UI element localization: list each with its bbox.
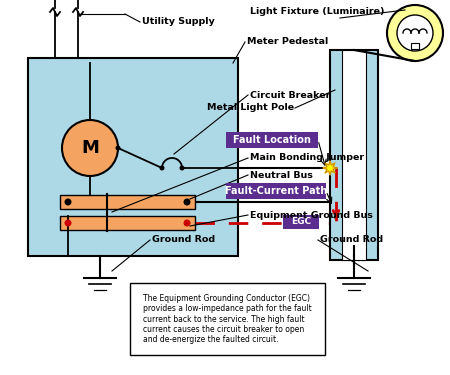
Text: Main Bonding Jumper: Main Bonding Jumper — [250, 153, 364, 162]
Text: M: M — [81, 139, 99, 157]
Text: Fault Location: Fault Location — [233, 135, 311, 145]
Circle shape — [64, 198, 72, 206]
Bar — [226, 132, 318, 148]
Bar — [411, 43, 419, 49]
Bar — [130, 283, 325, 355]
Text: Ground Rod: Ground Rod — [320, 236, 383, 244]
Bar — [283, 215, 319, 229]
Circle shape — [184, 219, 190, 226]
Bar — [226, 183, 326, 199]
Circle shape — [64, 219, 72, 226]
Bar — [60, 195, 195, 209]
Circle shape — [397, 15, 433, 51]
Circle shape — [180, 165, 184, 171]
Text: The Equipment Grounding Conductor (EGC)
provides a low-impedance path for the fa: The Equipment Grounding Conductor (EGC) … — [143, 294, 312, 344]
Text: Fault-Current Path: Fault-Current Path — [225, 186, 327, 196]
Polygon shape — [323, 161, 337, 175]
Bar — [330, 50, 378, 260]
Circle shape — [184, 198, 190, 206]
Text: Equipment Ground Bus: Equipment Ground Bus — [250, 210, 373, 219]
Bar — [28, 58, 238, 256]
Bar — [342, 50, 366, 260]
Text: Utility Supply: Utility Supply — [142, 18, 215, 27]
Circle shape — [62, 120, 118, 176]
Text: EGC: EGC — [291, 217, 311, 226]
Text: Circuit Breaker: Circuit Breaker — [250, 90, 330, 99]
Text: Neutral Bus: Neutral Bus — [250, 171, 313, 180]
Circle shape — [159, 165, 165, 171]
Text: Metal Light Pole: Metal Light Pole — [207, 104, 294, 112]
Text: Meter Pedestal: Meter Pedestal — [247, 38, 328, 46]
Text: Ground Rod: Ground Rod — [152, 236, 215, 244]
Bar — [60, 216, 195, 230]
Text: Light Fixture (Luminaire): Light Fixture (Luminaire) — [250, 8, 384, 16]
Circle shape — [116, 146, 121, 150]
Circle shape — [387, 5, 443, 61]
